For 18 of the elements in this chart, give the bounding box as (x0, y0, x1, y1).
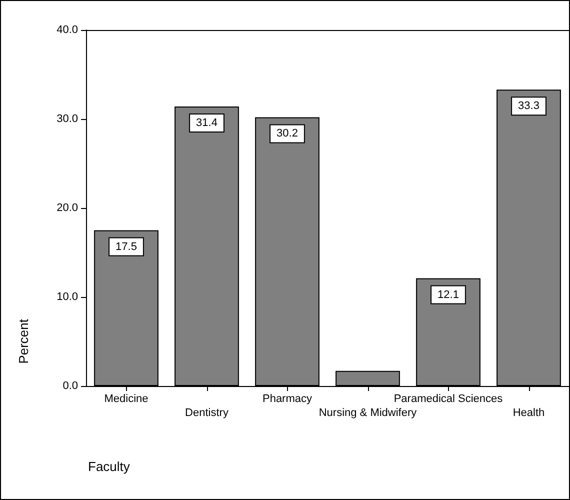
data-label: 30.2 (276, 128, 298, 140)
x-axis-title: Faculty (88, 459, 130, 474)
y-tick-label: 30.0 (56, 113, 78, 125)
y-tick-label: 0.0 (62, 380, 78, 392)
data-label: 31.4 (196, 117, 218, 130)
data-label: 33.3 (518, 100, 540, 112)
data-label: 17.5 (116, 240, 137, 253)
y-axis-title: Percent (16, 318, 31, 364)
x-tick-label: Nursing & Midwifery (318, 407, 418, 419)
x-tick-label: Pharmacy (262, 393, 312, 405)
x-tick-label: Health (512, 407, 545, 419)
y-tick-label: 20.0 (56, 202, 78, 214)
x-tick-label: Paramedical Sciences (394, 393, 504, 405)
x-tick-label: Medicine (104, 393, 148, 405)
y-tick-label: 10.0 (56, 291, 78, 303)
x-tick-label: Dentistry (185, 407, 229, 419)
y-tick-label: 40.0 (56, 24, 78, 36)
data-label: 12.1 (438, 288, 459, 301)
